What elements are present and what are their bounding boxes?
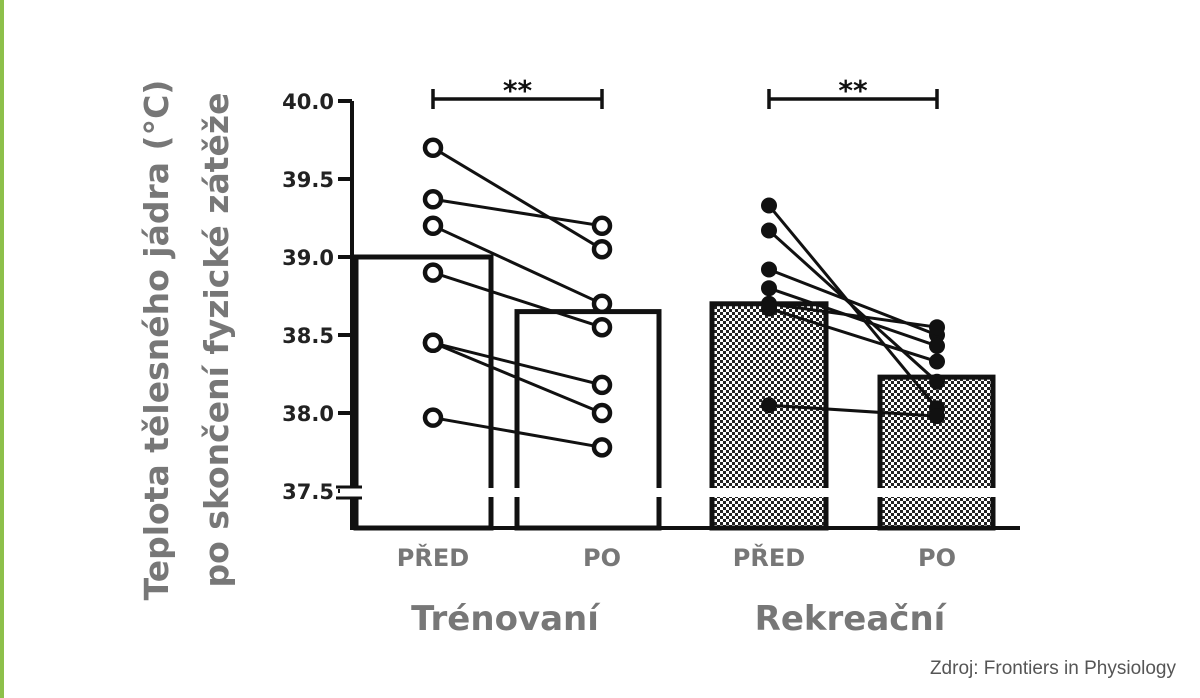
data-point [761, 300, 777, 317]
y-tick-label: 40.0 [282, 90, 334, 114]
green-border [0, 0, 4, 698]
y-tick-label: 38.5 [282, 324, 334, 348]
x-category-label: PŘED [397, 543, 469, 572]
y-tick-label: 38.0 [282, 402, 334, 426]
group-label: Rekreační [755, 599, 948, 639]
significance-marker: ** [838, 74, 868, 107]
paired-line [767, 229, 939, 383]
y-label-line2: po skončení fyzické zátěže [197, 93, 236, 588]
paired-line [432, 197, 603, 228]
data-point [422, 262, 444, 283]
data-point [591, 316, 613, 338]
data-point [422, 407, 444, 428]
paired-line [432, 341, 603, 415]
x-category-label: PŘED [733, 543, 805, 572]
data-point [761, 397, 777, 414]
y-label-line1: Teplota tělesného jádra (°C) [137, 80, 176, 601]
paired-line [432, 224, 603, 306]
source-credit: Zdroj: Frontiers in Physiology [929, 658, 1176, 679]
paired-line [432, 341, 603, 387]
significance-marker: ** [503, 74, 533, 107]
paired-line [432, 146, 603, 251]
data-point [761, 261, 777, 278]
data-point [591, 293, 613, 315]
bar-Trénovaní-PŘED [353, 254, 494, 531]
y-tick-label: 39.0 [282, 246, 334, 270]
data-point [422, 332, 444, 354]
y-tick-label: 39.5 [282, 168, 334, 192]
x-category-label: PO [918, 544, 956, 572]
data-point [929, 319, 945, 336]
paired-line [768, 403, 938, 418]
data-point [929, 353, 945, 370]
data-point [761, 280, 777, 297]
data-point [422, 215, 444, 237]
data-point [591, 238, 613, 260]
data-point [929, 373, 945, 390]
y-tick-label: 37.5 [282, 480, 334, 504]
data-point [591, 402, 613, 424]
paired-line [768, 307, 938, 363]
data-point [929, 408, 945, 425]
data-point [761, 222, 777, 239]
paired-line [768, 286, 938, 348]
group-label: Trénovaní [411, 599, 601, 639]
data-point [422, 137, 444, 159]
paired-line [768, 302, 938, 329]
paired-line [432, 271, 603, 329]
bar-Rekreační-PO [877, 374, 996, 531]
paired-line [432, 416, 603, 449]
axis-break-gap [340, 488, 1020, 497]
data-point [929, 337, 945, 354]
data-point [422, 189, 444, 210]
x-category-label: PO [583, 544, 621, 572]
data-point [591, 437, 613, 458]
data-point [591, 374, 613, 396]
data-point [591, 215, 613, 237]
data-point [761, 197, 777, 214]
y-axis-label: Teplota tělesného jádra (°C) po skončení… [137, 80, 236, 601]
